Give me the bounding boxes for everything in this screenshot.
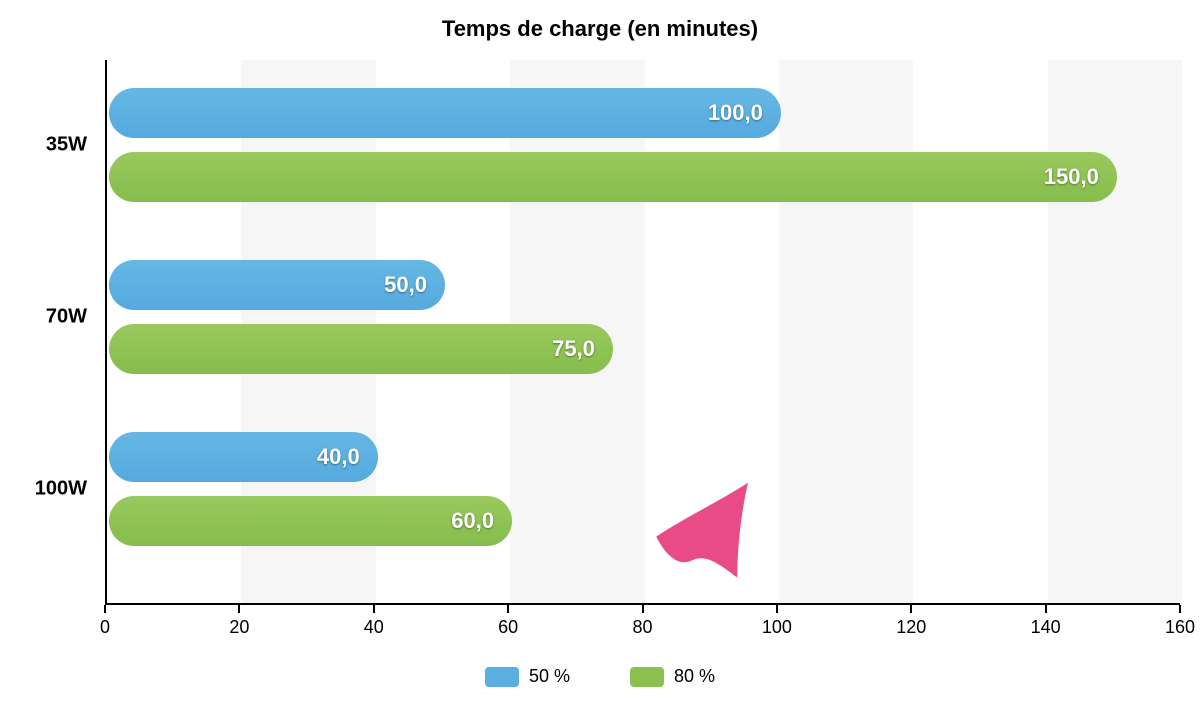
legend-swatch [485,667,519,687]
x-axis-label: 100 [762,617,792,638]
x-axis-label: 60 [498,617,518,638]
legend-label: 50 % [529,666,570,687]
x-axis-label: 40 [364,617,384,638]
x-tick [373,605,375,613]
y-axis-label: 35W [46,134,87,157]
grid-stripe [779,60,913,603]
plot-area: 100,0 150,0 50,0 75,0 40,0 60,0 [105,60,1180,605]
x-tick [1179,605,1181,613]
legend-item: 80 % [630,666,715,687]
legend-item: 50 % [485,666,570,687]
x-axis-label: 160 [1165,617,1195,638]
x-tick [507,605,509,613]
grid-stripe [1048,60,1182,603]
legend-label: 80 % [674,666,715,687]
legend-swatch [630,667,664,687]
bar-value-label: 150,0 [1044,164,1099,190]
bar-value-label: 50,0 [384,272,427,298]
bar-value-label: 40,0 [317,444,360,470]
bar-value-label: 75,0 [552,336,595,362]
bar: 75,0 [109,324,613,374]
x-axis-label: 20 [229,617,249,638]
x-tick [1045,605,1047,613]
bar: 50,0 [109,260,445,310]
legend: 50 % 80 % [0,666,1200,687]
x-tick [642,605,644,613]
y-axis-label: 70W [46,306,87,329]
x-tick [776,605,778,613]
x-axis-label: 80 [632,617,652,638]
chart-container: Temps de charge (en minutes) 100,0 150,0 5… [0,0,1200,702]
bar-value-label: 60,0 [451,508,494,534]
bar-value-label: 100,0 [708,100,763,126]
x-axis-label: 120 [896,617,926,638]
bar: 40,0 [109,432,378,482]
x-tick [910,605,912,613]
bar: 60,0 [109,496,512,546]
y-axis-label: 100W [35,478,87,501]
bar: 100,0 [109,88,781,138]
chart-title: Temps de charge (en minutes) [0,16,1200,42]
bar: 150,0 [109,152,1117,202]
x-tick [104,605,106,613]
x-tick [238,605,240,613]
x-axis-label: 0 [100,617,110,638]
x-axis-label: 140 [1031,617,1061,638]
